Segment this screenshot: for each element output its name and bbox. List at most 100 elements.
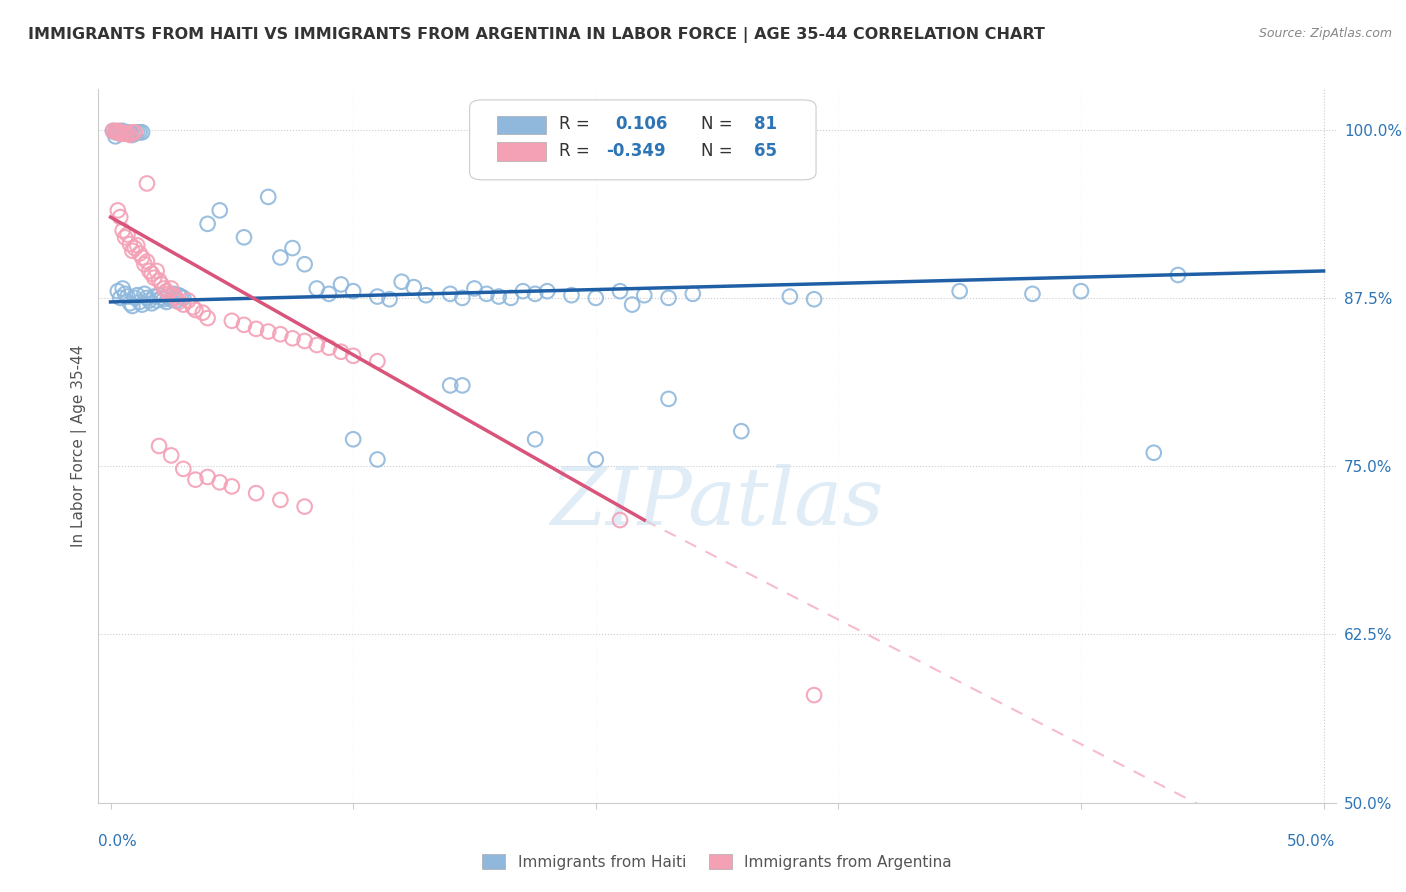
Point	[128, 246, 150, 260]
Point	[197, 311, 219, 326]
Point	[110, 127, 132, 141]
Point	[172, 462, 194, 476]
Point	[107, 125, 129, 139]
Point	[141, 267, 163, 281]
Point	[1143, 446, 1166, 460]
Point	[165, 293, 187, 308]
Point	[560, 288, 582, 302]
Point	[162, 288, 184, 302]
Point	[221, 479, 243, 493]
Point	[160, 281, 183, 295]
Point	[181, 301, 204, 315]
Point	[167, 294, 190, 309]
Text: ZIPatlas: ZIPatlas	[550, 465, 884, 541]
Point	[208, 475, 231, 490]
Point	[233, 318, 256, 332]
Point	[111, 124, 134, 138]
Point	[110, 124, 132, 138]
Point	[294, 500, 316, 514]
Point	[134, 257, 156, 271]
Point	[110, 291, 132, 305]
Point	[117, 227, 139, 242]
Point	[1021, 286, 1043, 301]
Point	[118, 296, 141, 310]
Point	[1070, 284, 1092, 298]
Point	[488, 289, 510, 303]
Point	[118, 127, 141, 141]
Point	[143, 270, 166, 285]
Point	[415, 288, 437, 302]
Point	[134, 286, 156, 301]
Point	[143, 289, 166, 303]
Point	[121, 299, 143, 313]
Point	[162, 286, 184, 301]
Point	[114, 286, 136, 301]
Point	[1167, 268, 1189, 282]
Point	[114, 125, 136, 139]
Point	[148, 273, 170, 287]
Point	[172, 291, 194, 305]
Point	[305, 338, 328, 352]
FancyBboxPatch shape	[470, 100, 815, 180]
Point	[131, 298, 153, 312]
Point	[803, 292, 825, 306]
Text: 0.106: 0.106	[616, 115, 668, 133]
Point	[131, 125, 153, 139]
Point	[145, 264, 167, 278]
Point	[294, 257, 316, 271]
Point	[157, 289, 180, 303]
Point	[609, 513, 631, 527]
Point	[153, 281, 176, 295]
Point	[585, 452, 607, 467]
Point	[141, 296, 163, 310]
Text: IMMIGRANTS FROM HAITI VS IMMIGRANTS FROM ARGENTINA IN LABOR FORCE | AGE 35-44 CO: IMMIGRANTS FROM HAITI VS IMMIGRANTS FROM…	[28, 27, 1045, 43]
Point	[342, 349, 364, 363]
Point	[366, 289, 388, 303]
Point	[127, 238, 149, 252]
Point	[342, 432, 364, 446]
Point	[111, 125, 134, 139]
Point	[633, 288, 655, 302]
Point	[305, 281, 328, 295]
Text: N =: N =	[702, 143, 733, 161]
Point	[160, 449, 183, 463]
Point	[127, 125, 149, 139]
Point	[536, 284, 558, 298]
Point	[121, 244, 143, 258]
Point	[155, 294, 177, 309]
Y-axis label: In Labor Force | Age 35-44: In Labor Force | Age 35-44	[72, 345, 87, 547]
Point	[172, 298, 194, 312]
Point	[128, 125, 150, 139]
Point	[585, 291, 607, 305]
Point	[170, 289, 193, 303]
Point	[366, 354, 388, 368]
Point	[131, 251, 153, 265]
Point	[127, 288, 149, 302]
Point	[657, 291, 679, 305]
Point	[117, 125, 139, 139]
Point	[197, 470, 219, 484]
Point	[281, 241, 304, 255]
Point	[124, 291, 146, 305]
Point	[107, 124, 129, 138]
Point	[439, 378, 461, 392]
Point	[101, 124, 124, 138]
Point	[121, 125, 143, 139]
Point	[402, 280, 425, 294]
Point	[104, 129, 127, 144]
Point	[475, 286, 498, 301]
Point	[145, 293, 167, 308]
Point	[117, 289, 139, 303]
Point	[281, 331, 304, 345]
Point	[463, 281, 485, 295]
Point	[160, 292, 183, 306]
Point	[391, 275, 413, 289]
Point	[107, 203, 129, 218]
Point	[150, 291, 173, 305]
Point	[104, 125, 127, 139]
Point	[682, 286, 704, 301]
Point	[245, 486, 267, 500]
Point	[136, 177, 159, 191]
Point	[114, 127, 136, 141]
Point	[136, 254, 159, 268]
